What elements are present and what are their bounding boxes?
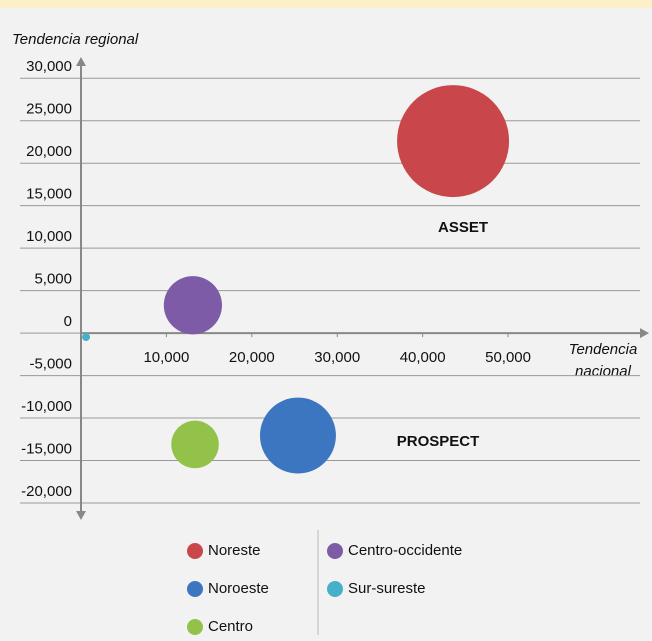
y-tick-label: 10,000 <box>26 228 72 245</box>
y-tick-label: 20,000 <box>26 143 72 160</box>
annotation: PROSPECT <box>397 433 480 450</box>
y-tick-label: -5,000 <box>29 356 72 373</box>
y-tick-label: 15,000 <box>26 186 72 203</box>
y-tick-label: 25,000 <box>26 101 72 118</box>
x-axis-arrow <box>640 328 649 339</box>
x-axis-label: nacional <box>575 363 632 380</box>
legend-swatch <box>187 619 203 635</box>
y-tick-label: 5,000 <box>34 271 72 288</box>
annotation: ASSET <box>438 219 488 236</box>
legend-label: Noroeste <box>208 580 269 597</box>
legend-swatch <box>187 581 203 597</box>
top-strip <box>0 0 652 8</box>
x-tick-label: 50,000 <box>485 349 531 366</box>
bubble <box>259 397 336 474</box>
y-tick-label: 0 <box>64 313 72 330</box>
y-tick-label: -15,000 <box>21 441 72 458</box>
legend-swatch <box>327 543 343 559</box>
y-tick-label: -10,000 <box>21 398 72 415</box>
bubble <box>397 85 510 198</box>
y-tick-label: -20,000 <box>21 483 72 500</box>
x-axis-label: Tendencia <box>569 341 638 358</box>
legend-label: Noreste <box>208 542 261 559</box>
bubble <box>171 420 219 469</box>
bubble <box>82 333 90 342</box>
x-tick-label: 30,000 <box>314 349 360 366</box>
legend-swatch <box>187 543 203 559</box>
x-tick-label: 10,000 <box>143 349 189 366</box>
legend-label: Sur-sureste <box>348 580 426 597</box>
x-tick-label: 20,000 <box>229 349 275 366</box>
legend-swatch <box>327 581 343 597</box>
legend-label: Centro <box>208 618 253 635</box>
y-axis-label: Tendencia regional <box>12 31 139 48</box>
legend-label: Centro-occidente <box>348 542 462 559</box>
y-tick-label: 30,000 <box>26 58 72 75</box>
x-tick-label: 40,000 <box>400 349 446 366</box>
bubble <box>163 276 222 335</box>
